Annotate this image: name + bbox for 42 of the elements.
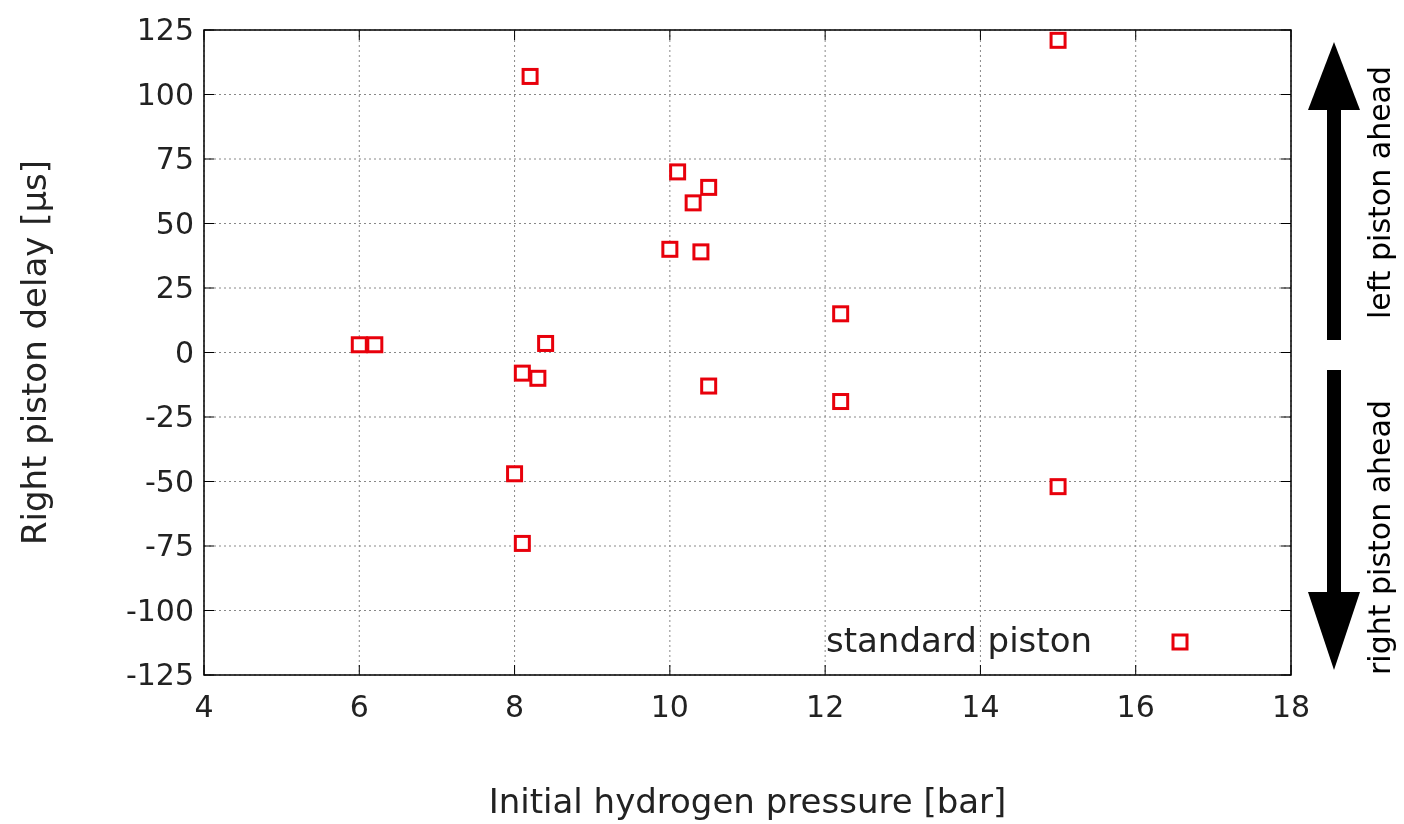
y-tick-label: -25 [145,399,194,434]
y-tick-label: 25 [155,270,194,305]
x-tick-label: 14 [961,689,1000,724]
point [669,163,687,181]
y-tick-label: 75 [155,141,194,176]
x-tick-label: 18 [1271,689,1311,724]
legend-label: standard piston [825,620,1092,660]
y-axis-title: Right piston delay [µs] [14,159,54,546]
y-tick-label: 0 [174,334,194,370]
y-tick-label: 100 [136,76,194,112]
point [521,67,539,85]
y-tick-label: 125 [136,12,194,47]
y-tick-label: -75 [145,528,194,563]
point [661,240,679,258]
x-tick-label: 12 [806,689,845,724]
point [350,336,368,354]
point [529,369,547,387]
point [513,534,531,552]
point [366,336,384,354]
text: left piston ahead [1362,65,1397,320]
y-tick-label: -50 [145,463,194,499]
point [1049,31,1067,49]
point [1049,478,1067,496]
x-tick-label: 10 [650,689,689,724]
text: right piston ahead [1362,400,1397,675]
x-tick-label: 8 [505,689,525,724]
point [506,465,524,483]
x-tick-label: 6 [349,689,369,724]
y-tick-label: 50 [155,205,194,241]
point [832,305,850,323]
y-tick-label: -125 [125,657,194,692]
x-tick-label: 16 [1116,689,1155,724]
point [684,194,702,212]
point [513,364,531,382]
x-axis-title: Initial hydrogen pressure [bar] [488,781,1007,821]
point [700,377,718,395]
x-tick-label: 4 [194,689,214,724]
y-tick-label: -100 [125,592,194,628]
point [832,393,850,411]
point [692,243,710,261]
point [700,178,718,196]
point [537,334,555,352]
